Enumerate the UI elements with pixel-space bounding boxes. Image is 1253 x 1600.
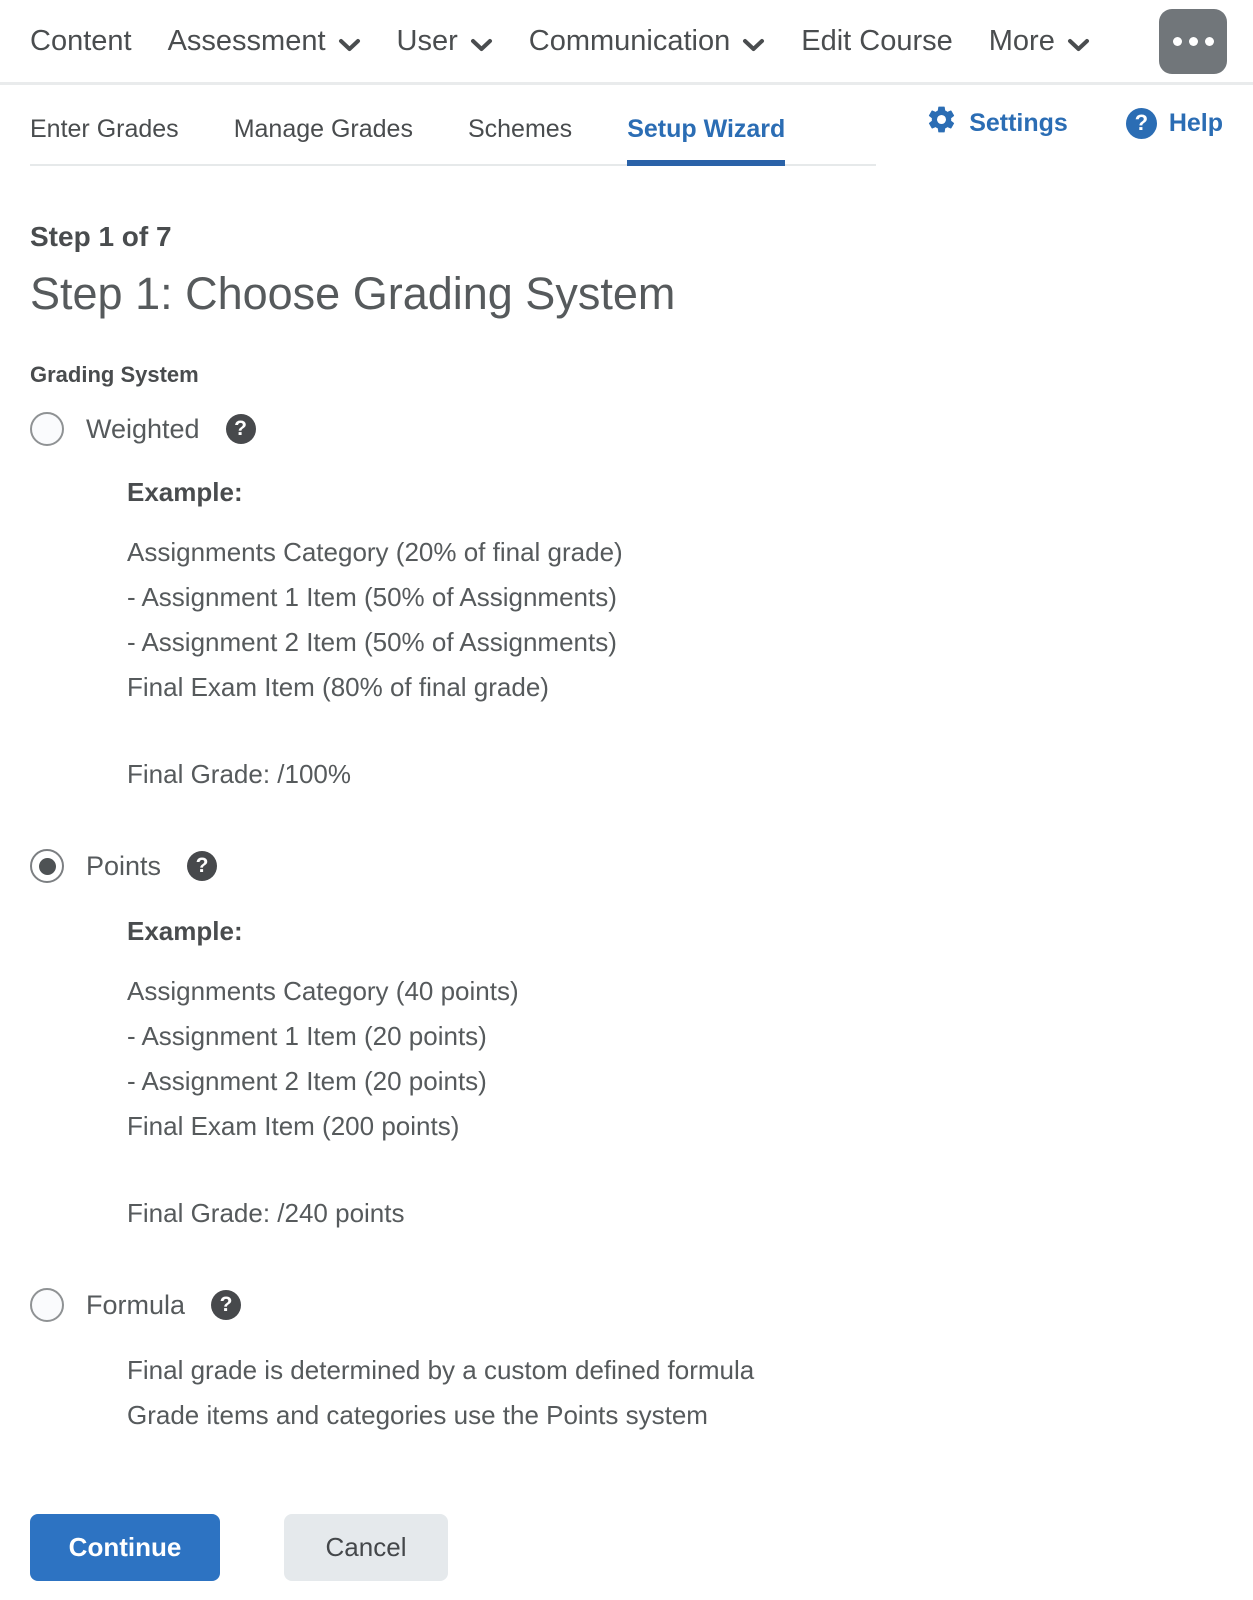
description-line: Final grade is determined by a custom de… bbox=[127, 1355, 755, 1385]
chevron-down-icon bbox=[470, 27, 493, 60]
example-line: - Assignment 2 Item (20 points) bbox=[127, 1066, 487, 1096]
option-row-formula: Formula ? bbox=[30, 1288, 1223, 1322]
radio-formula[interactable] bbox=[30, 1288, 64, 1322]
wizard-actions: Continue Cancel bbox=[30, 1514, 1223, 1581]
final-grade-line: Final Grade: /240 points bbox=[127, 1198, 405, 1228]
help-icon[interactable]: ? bbox=[187, 851, 218, 881]
option-row-points: Points ? bbox=[30, 849, 1223, 883]
help-label: Help bbox=[1168, 108, 1223, 137]
chevron-down-icon bbox=[742, 27, 765, 60]
description-line: Grade items and categories use the Point… bbox=[127, 1400, 708, 1430]
radio-weighted-label: Weighted bbox=[86, 413, 200, 444]
continue-button[interactable]: Continue bbox=[30, 1514, 220, 1581]
option-row-weighted: Weighted ? bbox=[30, 412, 1223, 446]
radio-weighted[interactable] bbox=[30, 412, 64, 446]
overflow-menu-button[interactable] bbox=[1159, 8, 1227, 74]
nav-item-label: More bbox=[988, 24, 1055, 57]
example-line: - Assignment 1 Item (20 points) bbox=[127, 1021, 487, 1051]
example-heading: Example: bbox=[127, 916, 243, 946]
ellipsis-icon bbox=[1188, 36, 1198, 46]
tab-manage-grades[interactable]: Manage Grades bbox=[233, 115, 413, 143]
nav-item-edit-course[interactable]: Edit Course bbox=[801, 25, 953, 58]
nav-item-label: Edit Course bbox=[801, 24, 953, 57]
step-indicator: Step 1 of 7 bbox=[30, 221, 172, 252]
help-button[interactable]: ? Help bbox=[1125, 107, 1223, 139]
tab-utilities: Settings ? Help bbox=[926, 104, 1223, 166]
chevron-down-icon bbox=[338, 27, 361, 60]
ellipsis-icon bbox=[1204, 36, 1214, 46]
points-example: Example: Assignments Category (40 points… bbox=[127, 915, 1223, 1236]
example-lines: Assignments Category (40 points) - Assig… bbox=[127, 969, 1223, 1149]
radio-formula-label: Formula bbox=[86, 1289, 186, 1320]
tab-enter-grades[interactable]: Enter Grades bbox=[30, 115, 179, 143]
example-line: - Assignment 1 Item (50% of Assignments) bbox=[127, 582, 617, 612]
nav-item-label: User bbox=[396, 24, 458, 57]
course-navbar: Content Assessment User Communication Ed… bbox=[0, 0, 1253, 85]
nav-item-assessment[interactable]: Assessment bbox=[168, 23, 361, 60]
nav-item-user[interactable]: User bbox=[397, 23, 493, 60]
example-line: - Assignment 2 Item (50% of Assignments) bbox=[127, 627, 617, 657]
help-icon: ? bbox=[1125, 107, 1157, 139]
nav-item-label: Content bbox=[30, 24, 132, 57]
grading-system-label: Grading System bbox=[30, 362, 199, 387]
formula-description: Final grade is determined by a custom de… bbox=[127, 1348, 1223, 1438]
weighted-example: Example: Assignments Category (20% of fi… bbox=[127, 476, 1223, 797]
cancel-button[interactable]: Cancel bbox=[284, 1514, 448, 1581]
settings-label: Settings bbox=[969, 108, 1068, 137]
nav-item-more[interactable]: More bbox=[989, 23, 1090, 60]
radio-points-label: Points bbox=[86, 850, 162, 881]
help-icon[interactable]: ? bbox=[211, 1290, 242, 1320]
ellipsis-icon bbox=[1172, 36, 1182, 46]
example-heading: Example: bbox=[127, 477, 243, 507]
page-title: Step 1: Choose Grading System bbox=[30, 268, 676, 319]
tab-setup-wizard[interactable]: Setup Wizard bbox=[627, 85, 786, 166]
tab-list: Enter Grades Manage Grades Schemes Setup… bbox=[30, 85, 877, 166]
gear-icon bbox=[926, 104, 957, 142]
help-icon[interactable]: ? bbox=[225, 414, 256, 444]
final-grade-line: Final Grade: /100% bbox=[127, 759, 352, 789]
example-line: Final Exam Item (80% of final grade) bbox=[127, 672, 549, 702]
setup-wizard-content: Step 1 of 7 Step 1: Choose Grading Syste… bbox=[0, 220, 1253, 1581]
settings-button[interactable]: Settings bbox=[926, 104, 1068, 142]
radio-points[interactable] bbox=[30, 849, 64, 883]
nav-item-content[interactable]: Content bbox=[30, 25, 132, 58]
tab-schemes[interactable]: Schemes bbox=[467, 115, 573, 143]
nav-item-label: Communication bbox=[528, 24, 731, 57]
example-line: Assignments Category (20% of final grade… bbox=[127, 537, 623, 567]
description-lines: Final grade is determined by a custom de… bbox=[127, 1348, 1223, 1438]
example-line: Assignments Category (40 points) bbox=[127, 976, 519, 1006]
chevron-down-icon bbox=[1067, 27, 1090, 60]
example-lines: Assignments Category (20% of final grade… bbox=[127, 530, 1223, 710]
grades-tab-bar: Enter Grades Manage Grades Schemes Setup… bbox=[0, 85, 1253, 166]
nav-item-label: Assessment bbox=[167, 24, 326, 57]
nav-item-communication[interactable]: Communication bbox=[529, 23, 765, 60]
example-line: Final Exam Item (200 points) bbox=[127, 1111, 460, 1141]
